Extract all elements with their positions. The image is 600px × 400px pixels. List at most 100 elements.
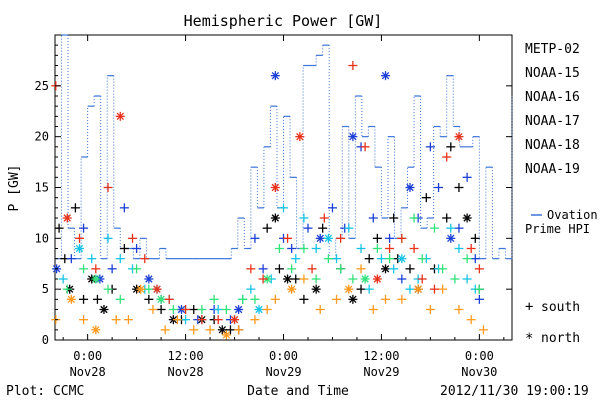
data-point-noaa-17-south (474, 284, 484, 294)
data-point-noaa-16-south (344, 223, 354, 233)
data-point-noaa-15-south (287, 244, 297, 253)
data-point-noaa-15-south (470, 254, 480, 264)
data-point-noaa-19-north (454, 132, 464, 142)
data-point-noaa-18-south (478, 325, 488, 335)
x-tick-time-label: 0:00 (465, 349, 494, 363)
x-axis-ticks: 0:00 Nov28 12:00 Nov28 0:00 Nov29 12:00 Nov29 0:… (62, 35, 505, 379)
data-point-noaa-19-south (197, 315, 207, 325)
data-point-noaa-16-south (299, 213, 309, 223)
data-point-noaa-17-south (103, 284, 113, 294)
data-point-noaa-19-south (74, 233, 84, 243)
data-point-noaa-15-north (315, 233, 325, 243)
data-point-metp-02-south (318, 223, 328, 233)
data-point-noaa-15-south (368, 213, 378, 223)
data-point-noaa-15-south (454, 223, 464, 233)
data-point-noaa-17-south (299, 244, 309, 253)
data-point-noaa-16-south (446, 223, 456, 233)
data-point-noaa-18-south (262, 305, 272, 314)
data-point-noaa-16-south (454, 244, 464, 253)
chart-title: Hemispheric Power [GW] (184, 12, 383, 30)
y-tick-label: 10 (35, 231, 49, 245)
x-tick-date-label: Nov30 (461, 365, 497, 379)
data-point-noaa-19-north (62, 213, 72, 223)
data-point-noaa-15-south (132, 244, 142, 253)
data-point-noaa-18-south (234, 325, 244, 335)
data-point-metp-02-south (389, 213, 399, 223)
data-point-metp-02-south (144, 294, 154, 304)
data-point-noaa-16-south (332, 254, 342, 264)
data-point-noaa-18-north (221, 330, 231, 340)
data-point-noaa-17-south (429, 223, 439, 233)
data-point-noaa-15-south (434, 183, 444, 192)
x-tick-time-label: 12:00 (363, 349, 399, 363)
data-point-noaa-15-south (250, 233, 260, 243)
data-point-noaa-19-south (164, 294, 174, 304)
data-point-noaa-15-north (270, 71, 280, 81)
data-point-noaa-16-south (181, 315, 191, 325)
data-point-noaa-18-south (189, 325, 199, 335)
data-point-noaa-19-south (336, 233, 346, 243)
legend-item-metp-02: METP-02 (525, 42, 580, 57)
data-point-noaa-15-north (405, 183, 415, 192)
y-axis-ticks: 0 5 10 15 20 25 (35, 44, 512, 347)
data-point-noaa-15-south (303, 223, 313, 233)
data-point-noaa-19-south (360, 142, 370, 152)
data-point-noaa-17-south (132, 264, 142, 274)
data-point-noaa-15-south (385, 233, 395, 243)
x-tick-date-label: Nov29 (265, 365, 301, 379)
data-point-noaa-16-south (115, 254, 125, 264)
data-point-noaa-15-south (397, 274, 407, 284)
data-point-noaa-16-south (246, 284, 256, 294)
data-point-noaa-19-north (295, 132, 305, 142)
data-point-noaa-17-south (79, 264, 89, 274)
data-point-noaa-19-south (246, 264, 256, 274)
data-point-noaa-18-south (315, 305, 325, 314)
x-tick-time-label: 0:00 (269, 349, 298, 363)
y-tick-label: 5 (42, 282, 49, 296)
data-point-noaa-18-north (136, 284, 146, 294)
data-point-noaa-19-south (442, 152, 452, 162)
data-point-noaa-17-south (168, 305, 178, 314)
data-point-noaa-17-south (197, 305, 207, 314)
legend-item-noaa-19: NOAA-19 (525, 162, 580, 177)
data-point-noaa-16-south (311, 244, 321, 253)
data-point-noaa-16-south (291, 254, 301, 264)
data-point-metp-02-south (79, 294, 89, 304)
x-tick-date-label: Nov28 (70, 365, 106, 379)
data-point-noaa-17-south (409, 213, 419, 223)
data-point-noaa-19-north (270, 183, 280, 192)
data-point-metp-02-south (454, 183, 464, 192)
data-point-noaa-15-north (381, 71, 391, 81)
data-point-metp-02-south (70, 203, 80, 213)
data-point-noaa-17-south (144, 284, 154, 294)
data-point-noaa-16-south (389, 264, 399, 274)
data-point-metp-02-south (372, 233, 382, 243)
data-point-noaa-19-south (91, 264, 101, 274)
data-point-metp-02-south (291, 274, 301, 284)
data-point-metp-02-north (348, 294, 358, 304)
y-tick-label: 0 (42, 333, 49, 347)
data-point-noaa-19-south (213, 315, 223, 325)
data-point-noaa-17-south (209, 294, 219, 304)
data-point-noaa-18-south (397, 294, 407, 304)
data-point-noaa-19-south (181, 305, 191, 314)
data-point-noaa-18-south (425, 305, 435, 314)
data-point-noaa-18-south (148, 305, 158, 314)
legend-south-symbol: + (525, 299, 533, 315)
data-point-noaa-15-south (327, 203, 337, 213)
footer-right-text: 2012/11/30 19:00:19 (440, 384, 589, 399)
data-point-metp-02-south (405, 264, 415, 274)
y-tick-label: 20 (35, 130, 49, 144)
data-point-metp-02-north (270, 213, 280, 223)
data-point-noaa-19-south (283, 233, 293, 243)
data-point-noaa-15-north (234, 305, 244, 314)
data-point-noaa-19-south (103, 183, 113, 192)
data-point-noaa-18-south (123, 315, 133, 325)
data-point-metp-02-south (299, 294, 309, 304)
data-point-noaa-17-south (62, 284, 72, 294)
data-point-noaa-19-south (319, 213, 329, 223)
data-point-noaa-15-south (66, 254, 76, 264)
data-point-noaa-15-north (144, 274, 154, 284)
data-point-noaa-18-south (250, 315, 260, 325)
